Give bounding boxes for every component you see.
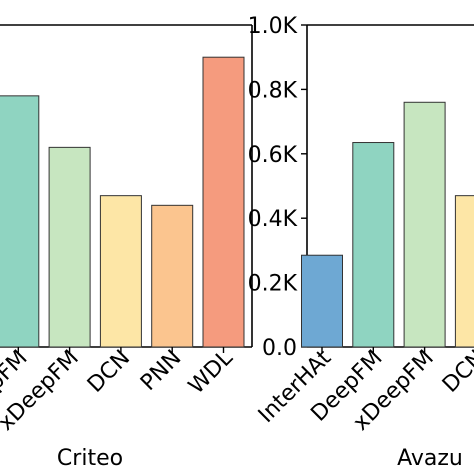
y-tick-label: 0.0: [262, 336, 297, 361]
bar-dcn: [454, 195, 474, 348]
x-tick-label: DCN: [83, 346, 135, 398]
panel-title: Criteo: [57, 446, 123, 471]
bar-wdl: [202, 56, 245, 348]
bar-dcn: [99, 195, 142, 348]
y-tick-label: 0.6K: [248, 143, 298, 168]
bar-interhat: [301, 254, 343, 348]
bar-xdeepfm: [403, 101, 446, 348]
criteo-panel: InterHAtDeepFMxDeepFMDCNPNNWDLCriteo: [0, 24, 253, 471]
bar-xdeepfm: [48, 146, 91, 348]
panel-title: Avazu: [397, 446, 463, 471]
x-tick-label: PNN: [136, 346, 186, 396]
bar-deepfm: [0, 95, 40, 348]
bar-pnn: [151, 204, 194, 348]
y-tick-label: 1.0K: [248, 14, 298, 39]
bar-deepfm: [352, 142, 395, 348]
y-tick-label: 0.8K: [248, 78, 298, 103]
x-tick-label: DCN: [438, 346, 474, 398]
y-tick-label: 0.2K: [248, 272, 298, 297]
y-tick-label: 0.4K: [248, 207, 298, 232]
x-tick-label: WDL: [184, 345, 238, 399]
avazu-panel: 0.00.2K0.4K0.6K0.8K1.0KInterHAtDeepFMxDe…: [248, 14, 474, 471]
